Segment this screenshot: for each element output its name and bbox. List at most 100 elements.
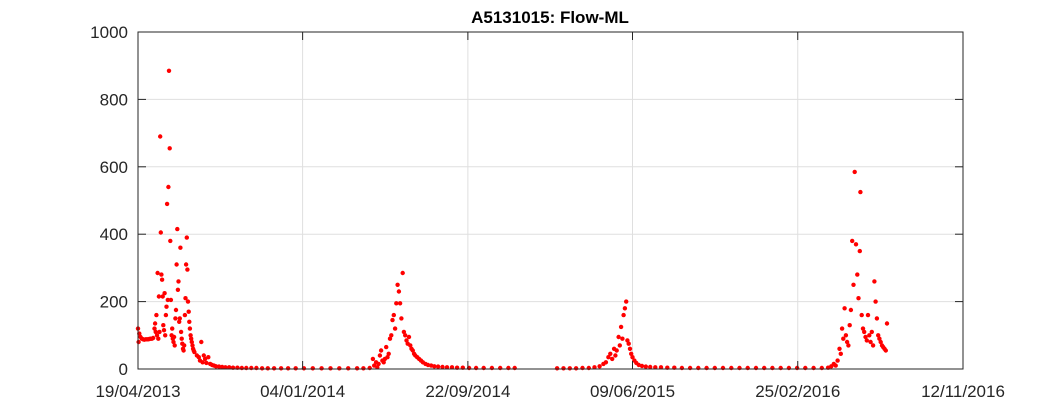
data-point — [621, 312, 626, 318]
data-point — [865, 312, 871, 318]
y-tick-labels: 0 200 400 600 800 1000 — [90, 23, 128, 379]
plot-background — [138, 32, 963, 369]
data-point — [481, 365, 486, 371]
data-point — [189, 339, 194, 345]
data-point — [239, 365, 244, 371]
data-point — [745, 365, 750, 371]
data-point — [869, 329, 874, 335]
data-point — [883, 348, 888, 353]
data-point — [182, 312, 188, 318]
data-point — [838, 351, 843, 356]
data-point — [174, 262, 179, 267]
data-point — [177, 316, 182, 321]
data-point — [624, 299, 629, 304]
data-point — [794, 365, 800, 371]
y-tick-label: 0 — [119, 360, 128, 379]
y-tick-label: 800 — [100, 90, 128, 109]
data-point — [397, 301, 403, 306]
data-point — [185, 299, 191, 304]
data-point — [387, 336, 393, 341]
data-point — [610, 356, 615, 362]
data-point — [285, 366, 291, 371]
data-point — [171, 339, 176, 345]
data-point — [395, 282, 400, 287]
data-point — [512, 365, 517, 371]
data-point — [404, 338, 409, 343]
data-point — [293, 366, 298, 371]
data-point — [165, 297, 170, 303]
data-point — [819, 365, 824, 371]
data-point — [867, 333, 872, 338]
data-point — [573, 366, 579, 371]
data-point — [811, 365, 816, 371]
data-point — [151, 335, 156, 341]
data-point — [337, 366, 342, 371]
data-point — [367, 365, 372, 371]
data-point — [410, 348, 415, 353]
data-point — [154, 333, 160, 338]
data-point — [696, 365, 701, 371]
data-point — [841, 336, 846, 341]
data-point — [856, 296, 861, 301]
data-point — [167, 146, 172, 151]
data-point — [580, 365, 585, 371]
data-point — [163, 333, 168, 338]
data-point — [608, 351, 613, 356]
data-point — [848, 307, 854, 313]
data-point — [391, 312, 396, 318]
data-point — [778, 365, 783, 371]
data-point — [786, 365, 792, 371]
data-point — [435, 364, 441, 369]
data-point — [159, 272, 164, 277]
data-point — [862, 329, 867, 335]
data-point — [616, 334, 621, 340]
data-point — [223, 365, 228, 370]
data-point — [586, 365, 591, 371]
data-point — [249, 365, 254, 371]
data-point — [384, 344, 389, 350]
data-point — [770, 365, 775, 371]
data-point — [399, 316, 404, 321]
data-point — [386, 351, 391, 356]
data-point — [846, 343, 851, 348]
data-point — [712, 365, 717, 371]
data-point — [161, 323, 166, 328]
data-point — [161, 328, 167, 333]
data-point — [720, 365, 726, 371]
data-point — [844, 339, 850, 345]
data-point — [877, 336, 882, 341]
data-point — [179, 336, 184, 341]
data-point — [181, 348, 186, 353]
data-point — [271, 366, 277, 371]
data-point — [850, 238, 855, 244]
data-point — [196, 355, 201, 360]
data-point — [170, 326, 175, 331]
x-tick-label: 09/06/2015 — [590, 382, 675, 401]
data-point — [173, 307, 179, 313]
data-point — [626, 341, 631, 346]
data-point — [190, 343, 195, 348]
data-point — [753, 365, 759, 371]
data-point — [847, 323, 852, 328]
data-point — [178, 245, 183, 250]
data-point — [648, 364, 653, 370]
data-point — [216, 364, 222, 369]
data-point — [679, 365, 685, 371]
data-point — [156, 336, 161, 341]
data-point — [187, 319, 192, 324]
y-tick-label: 200 — [100, 293, 128, 312]
x-tick-labels: 19/04/2013 04/01/2014 22/09/2014 09/06/2015… — [95, 382, 1004, 401]
data-point — [185, 267, 190, 272]
data-point — [199, 339, 204, 345]
data-point — [192, 349, 197, 355]
data-point — [189, 336, 194, 341]
data-point — [166, 68, 172, 74]
data-point — [310, 366, 315, 371]
chart-title: A5131015: Flow-ML — [471, 8, 629, 27]
data-point — [168, 238, 173, 244]
data-point — [158, 230, 163, 235]
data-point — [403, 333, 408, 338]
data-point — [653, 365, 658, 370]
data-point — [853, 242, 859, 247]
data-point — [498, 365, 503, 371]
